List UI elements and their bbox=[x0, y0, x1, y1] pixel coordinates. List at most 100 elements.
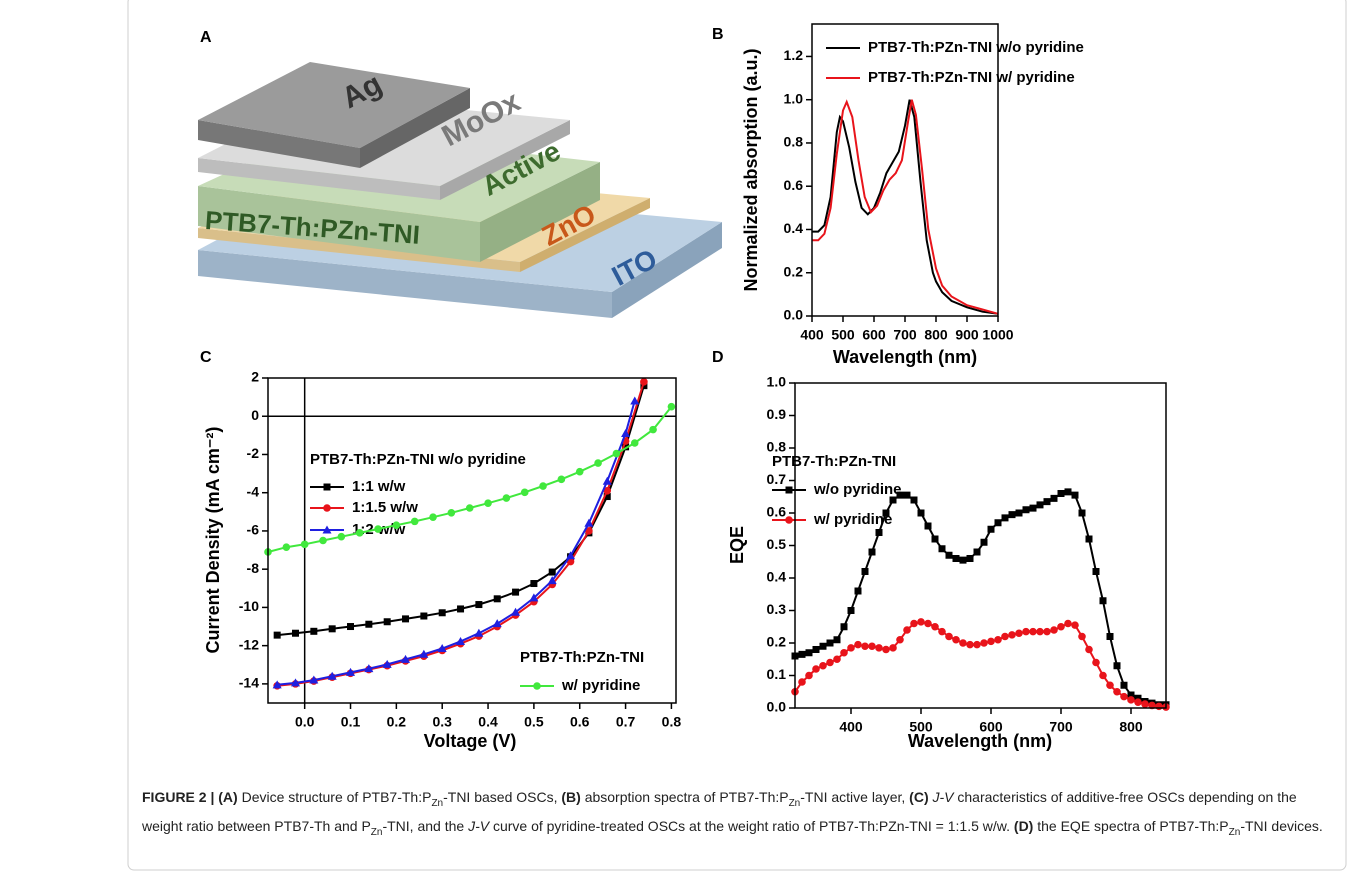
marker bbox=[1121, 682, 1128, 689]
caption-run: absorption spectra of PTB7-Th:P bbox=[581, 789, 789, 805]
y-tick-label: -12 bbox=[239, 636, 259, 652]
x-tick-label: 400 bbox=[839, 719, 863, 735]
caption-run: Device structure of PTB7-Th:P bbox=[238, 789, 432, 805]
x-axis-label: Voltage (V) bbox=[424, 731, 517, 751]
marker bbox=[668, 403, 676, 411]
marker bbox=[896, 636, 904, 644]
marker bbox=[1155, 703, 1163, 711]
x-tick-label: 400 bbox=[800, 327, 824, 343]
marker bbox=[882, 646, 890, 654]
x-tick-label: 500 bbox=[831, 327, 855, 343]
marker bbox=[1064, 620, 1072, 628]
marker bbox=[365, 621, 372, 628]
marker bbox=[292, 630, 299, 637]
marker bbox=[861, 642, 869, 650]
marker bbox=[932, 536, 939, 543]
marker bbox=[939, 545, 946, 552]
marker bbox=[959, 639, 967, 647]
caption-run: Zn bbox=[1229, 827, 1241, 838]
marker bbox=[1022, 628, 1030, 636]
marker bbox=[841, 623, 848, 630]
plot-frame bbox=[812, 24, 998, 316]
legend-label: 1:1.5 w/w bbox=[352, 499, 418, 516]
marker bbox=[848, 607, 855, 614]
marker bbox=[384, 618, 391, 625]
marker bbox=[521, 489, 529, 497]
marker bbox=[798, 678, 806, 686]
marker bbox=[503, 494, 511, 502]
legend-label: w/ pyridine bbox=[813, 511, 892, 528]
marker bbox=[819, 662, 827, 670]
x-tick-label: 600 bbox=[862, 327, 886, 343]
caption: FIGURE 2 | (A) Device structure of PTB7-… bbox=[142, 786, 1337, 844]
panel-label: B bbox=[712, 26, 724, 43]
marker bbox=[402, 615, 409, 622]
marker bbox=[1114, 662, 1121, 669]
marker bbox=[813, 646, 820, 653]
marker bbox=[840, 649, 848, 657]
legend-title: PTB7-Th:PZn-TNI bbox=[772, 453, 896, 470]
panel-label: C bbox=[200, 349, 212, 366]
marker bbox=[1113, 688, 1121, 696]
caption-run: -TNI active layer, bbox=[800, 789, 909, 805]
marker bbox=[1009, 511, 1016, 518]
y-tick-label: -8 bbox=[247, 560, 260, 576]
y-tick-label: 1.0 bbox=[784, 90, 804, 106]
marker bbox=[1106, 681, 1114, 689]
caption-run: Zn bbox=[789, 798, 801, 809]
marker bbox=[576, 468, 584, 476]
y-tick-label: -4 bbox=[247, 483, 260, 499]
marker bbox=[530, 580, 537, 587]
y-tick-label: 0.4 bbox=[784, 220, 804, 236]
caption-run: -TNI devices. bbox=[1240, 818, 1322, 834]
y-tick-label: 0.2 bbox=[767, 634, 787, 650]
x-tick-label: 0.1 bbox=[341, 714, 361, 730]
marker bbox=[324, 484, 331, 491]
page: A Ag MoOx Active PTB7-Th:PZn-TNI ZnO ITO… bbox=[0, 0, 1348, 884]
y-tick-label: 1.0 bbox=[767, 374, 787, 390]
caption-run: J-V bbox=[468, 818, 489, 834]
marker bbox=[889, 644, 897, 652]
marker bbox=[876, 529, 883, 536]
marker bbox=[374, 525, 382, 533]
marker bbox=[875, 644, 883, 652]
marker bbox=[805, 672, 813, 680]
marker bbox=[987, 638, 995, 646]
marker bbox=[1100, 597, 1107, 604]
marker bbox=[946, 552, 953, 559]
legend-label: w/o pyridine bbox=[813, 481, 902, 498]
marker bbox=[319, 537, 327, 545]
marker bbox=[494, 595, 501, 602]
legend-label: PTB7-Th:PZn-TNI w/ pyridine bbox=[868, 69, 1075, 86]
marker bbox=[974, 549, 981, 556]
marker bbox=[347, 623, 354, 630]
legend-label: 1:1 w/w bbox=[352, 478, 406, 495]
marker bbox=[549, 569, 556, 576]
y-tick-label: -10 bbox=[239, 598, 259, 614]
y-tick-label: 0 bbox=[251, 407, 259, 423]
panel-label: A bbox=[200, 29, 212, 46]
legend-title: PTB7-Th:PZn-TNI bbox=[520, 649, 644, 666]
marker bbox=[493, 619, 502, 627]
legend-label: PTB7-Th:PZn-TNI w/o pyridine bbox=[868, 39, 1084, 56]
marker bbox=[1023, 506, 1030, 513]
caption-run: (D) bbox=[1014, 818, 1033, 834]
marker bbox=[855, 588, 862, 595]
marker bbox=[649, 426, 657, 434]
marker bbox=[1079, 510, 1086, 517]
x-tick-label: 0.2 bbox=[387, 714, 407, 730]
marker bbox=[1072, 492, 1079, 499]
marker bbox=[904, 492, 911, 499]
y-tick-label: -2 bbox=[247, 445, 260, 461]
y-tick-label: 0.9 bbox=[767, 406, 787, 422]
marker bbox=[1141, 700, 1149, 708]
marker bbox=[1016, 510, 1023, 517]
marker bbox=[973, 641, 981, 649]
marker bbox=[918, 510, 925, 517]
marker bbox=[1002, 514, 1009, 521]
marker bbox=[1001, 633, 1009, 641]
marker bbox=[1015, 629, 1023, 637]
marker bbox=[274, 632, 281, 639]
x-tick-label: 0.0 bbox=[295, 714, 315, 730]
marker bbox=[917, 618, 925, 626]
